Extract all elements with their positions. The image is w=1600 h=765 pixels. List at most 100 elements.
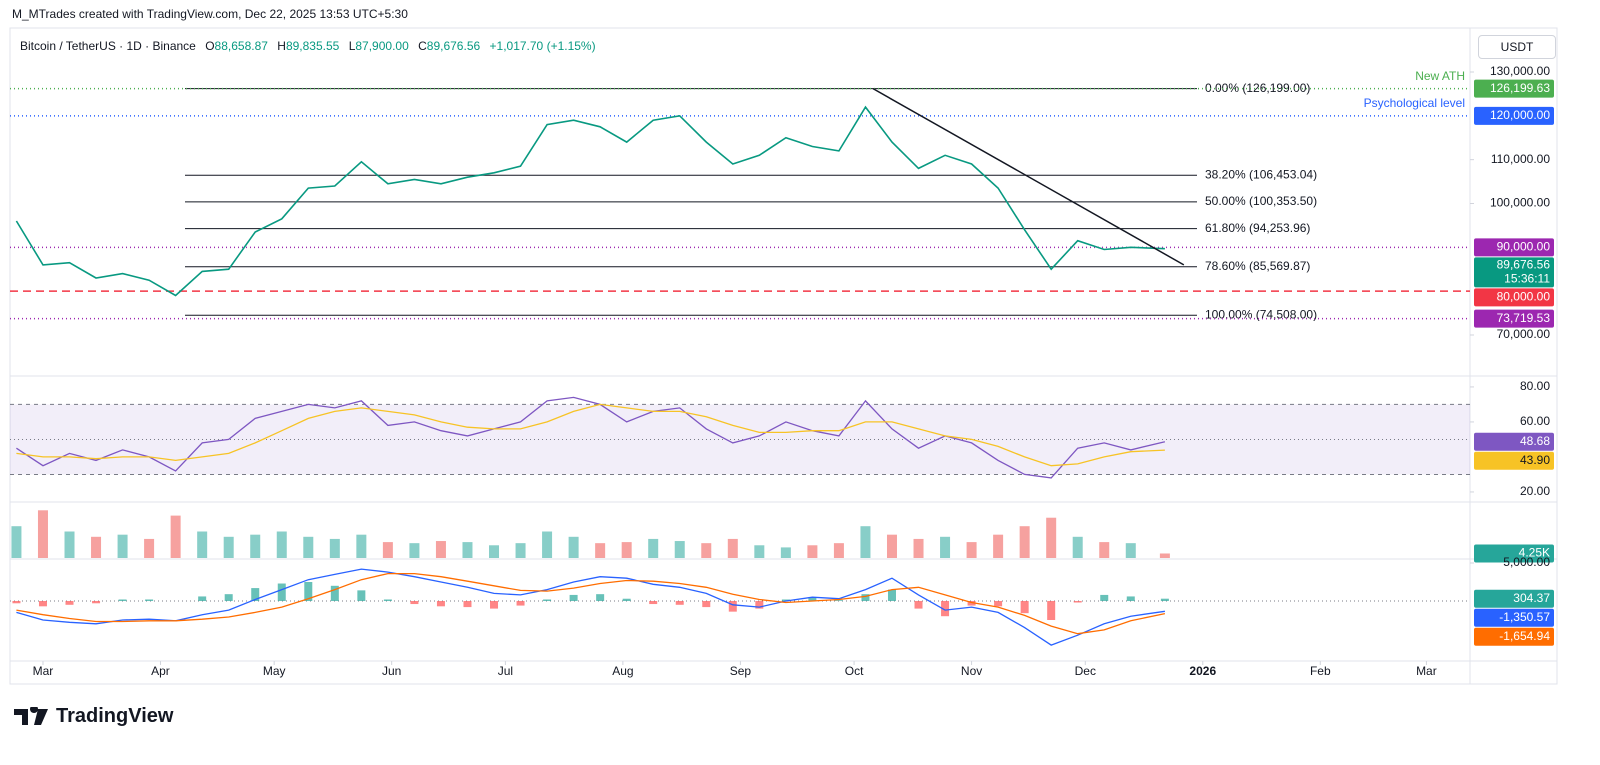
volume-bar [435, 541, 446, 558]
macd-histogram-bar [941, 601, 950, 617]
logo-icon [14, 706, 48, 725]
volume-bar [1019, 526, 1030, 558]
x-tick-label: Aug [612, 664, 633, 678]
fib-label: 100.00% (74,508.00) [1205, 307, 1317, 321]
volume-bar [303, 536, 314, 558]
macd-histogram-bar [304, 582, 313, 602]
macd-histogram-bar [330, 585, 339, 602]
x-tick-label: Feb [1310, 664, 1331, 678]
macd-histogram-bar [543, 599, 552, 602]
value-badge [1474, 544, 1554, 563]
volume-bar [409, 543, 420, 558]
x-tick-label: May [263, 664, 286, 678]
macd-histogram-bar [596, 594, 605, 602]
macd-histogram-bar [781, 599, 790, 602]
fib-label: 50.00% (100,353.50) [1205, 194, 1317, 208]
volume-bar [250, 534, 261, 558]
macd-histogram-bar [1020, 601, 1029, 614]
macd-histogram-bar [490, 601, 499, 609]
macd-histogram-bar [675, 601, 684, 605]
fib-label: 38.20% (106,453.04) [1205, 167, 1317, 181]
badge-label: 89,676.56 [1497, 257, 1551, 271]
x-tick-label: Jun [382, 664, 401, 678]
volume-bar [1159, 553, 1170, 558]
macd-histogram-bar [569, 594, 578, 602]
fib-label: 78.60% (85,569.87) [1205, 259, 1310, 273]
macd-histogram-bar [755, 601, 764, 609]
x-tick-label: Dec [1075, 664, 1096, 678]
volume-bar [674, 541, 685, 558]
badge-label: 48.68 [1520, 434, 1550, 448]
macd-histogram-bar [649, 601, 658, 605]
trendline [872, 87, 1185, 266]
x-tick-label: Apr [151, 664, 170, 678]
brand-logo: TradingView [14, 705, 173, 728]
volume-bar [170, 515, 181, 558]
volume-bar [356, 534, 367, 558]
volume-bar [807, 545, 818, 558]
ohlc-key: O [205, 39, 215, 53]
ohlc-key: C [418, 39, 427, 53]
volume-bar [940, 536, 951, 558]
volume-bar [91, 536, 102, 558]
volume-bar [37, 510, 48, 558]
macd-histogram-bar [967, 601, 976, 606]
macd-histogram-bar [463, 601, 472, 608]
volume-bar [223, 536, 234, 558]
macd-histogram-bar [436, 601, 445, 607]
x-tick-label: Nov [961, 664, 982, 678]
volume-bar [568, 536, 579, 558]
level-note: Psychological level [1364, 96, 1465, 110]
volume-bar [833, 543, 844, 558]
x-tick-label: Mar [1416, 664, 1437, 678]
volume-bar [489, 545, 500, 558]
value-badge [1474, 257, 1554, 288]
y-tick-label: 100,000.00 [1490, 196, 1550, 210]
macd-histogram-bar [92, 601, 101, 604]
volume-bar [117, 534, 128, 558]
volume-bar [276, 531, 287, 558]
chart-frame [9, 27, 1558, 685]
badge-label: 80,000.00 [1497, 289, 1551, 303]
currency-button[interactable]: USDT [1478, 35, 1556, 59]
volume-bar [621, 542, 632, 558]
value-badge [1474, 627, 1554, 646]
volume-bar [993, 534, 1004, 558]
ohlc-value: 88,658.87 [214, 39, 268, 53]
y-tick-label: 130,000.00 [1490, 64, 1550, 78]
macd-histogram-bar [65, 601, 74, 605]
macd-histogram-bar [994, 601, 1003, 607]
badge-label: -1,654.94 [1499, 629, 1550, 643]
value-badge [1474, 79, 1554, 98]
macd-histogram-bar [198, 596, 207, 602]
badge-label: 4.25K [1519, 546, 1550, 560]
ohlc-value: 89,835.55 [285, 39, 340, 53]
y-tick-label: 20.00 [1520, 484, 1550, 498]
volume-bar [780, 547, 791, 558]
macd-histogram-bar [12, 601, 21, 604]
volume-bar [754, 545, 765, 558]
value-badge [1474, 309, 1554, 328]
volume-bar [515, 543, 526, 558]
macd-histogram-bar [1047, 601, 1056, 621]
fib-label: 61.80% (94,253.96) [1205, 221, 1310, 235]
macd-histogram-bar [357, 590, 366, 602]
macd-histogram-bar [1126, 596, 1135, 602]
value-badge [1474, 451, 1554, 470]
y-tick-label: 5,000.00 [1503, 555, 1550, 569]
volume-bar [1125, 543, 1136, 558]
level-note: New ATH [1415, 69, 1465, 83]
value-badge [1474, 288, 1554, 307]
macd-histogram-bar [410, 601, 419, 605]
symbol: Bitcoin / TetherUS · 1D · Binance [20, 39, 196, 53]
macd-histogram-bar [38, 601, 47, 607]
x-tick-label: Oct [845, 664, 864, 678]
y-tick-label: 110,000.00 [1491, 152, 1550, 166]
volume-bar [913, 538, 924, 558]
volume-bar [64, 531, 75, 558]
macd-histogram-bar [1100, 594, 1109, 602]
volume-bar [382, 542, 393, 558]
badge-label: 43.90 [1520, 453, 1550, 467]
badge-label: -1,350.57 [1499, 610, 1550, 624]
